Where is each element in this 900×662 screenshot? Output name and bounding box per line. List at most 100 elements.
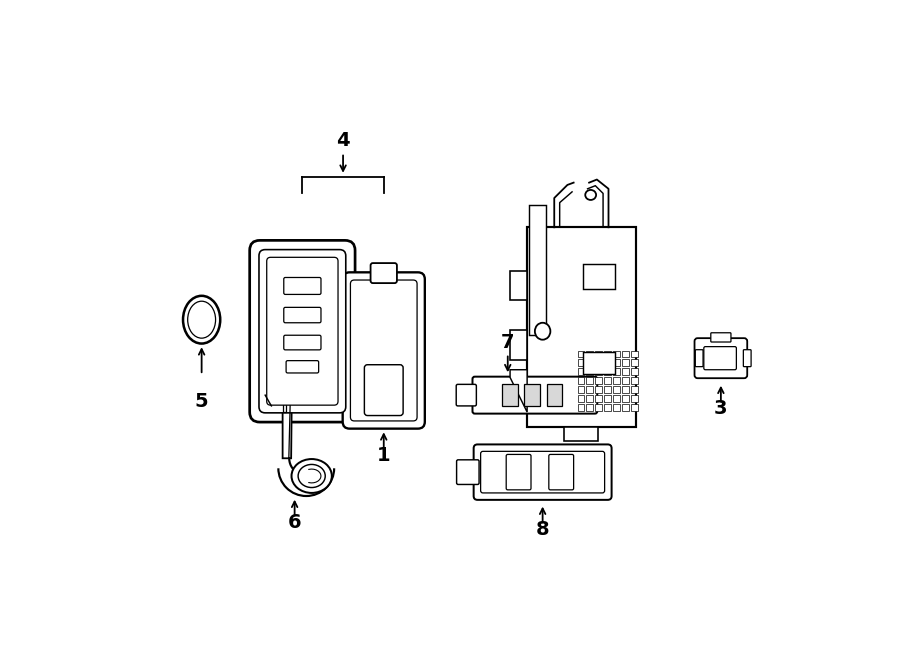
Text: 2: 2	[574, 466, 589, 485]
FancyBboxPatch shape	[587, 350, 593, 357]
FancyBboxPatch shape	[456, 385, 476, 406]
FancyBboxPatch shape	[510, 271, 527, 301]
FancyBboxPatch shape	[583, 264, 616, 289]
FancyBboxPatch shape	[595, 350, 602, 357]
FancyBboxPatch shape	[631, 377, 638, 384]
FancyBboxPatch shape	[587, 368, 593, 375]
FancyBboxPatch shape	[528, 205, 545, 335]
FancyBboxPatch shape	[613, 395, 620, 402]
Text: 3: 3	[714, 399, 727, 418]
FancyBboxPatch shape	[622, 377, 629, 384]
FancyBboxPatch shape	[595, 359, 602, 366]
Polygon shape	[510, 370, 527, 412]
FancyBboxPatch shape	[510, 330, 527, 359]
Bar	[283, 393, 285, 399]
FancyBboxPatch shape	[604, 368, 611, 375]
FancyBboxPatch shape	[604, 377, 611, 384]
FancyBboxPatch shape	[364, 365, 403, 416]
FancyBboxPatch shape	[613, 368, 620, 375]
FancyBboxPatch shape	[587, 386, 593, 393]
FancyBboxPatch shape	[587, 404, 593, 410]
Bar	[546, 385, 562, 406]
FancyBboxPatch shape	[613, 377, 620, 384]
FancyBboxPatch shape	[506, 454, 531, 490]
FancyBboxPatch shape	[631, 404, 638, 410]
FancyBboxPatch shape	[578, 377, 584, 384]
FancyBboxPatch shape	[711, 333, 731, 342]
Bar	[502, 385, 518, 406]
Text: 6: 6	[288, 512, 302, 532]
FancyBboxPatch shape	[284, 335, 321, 350]
FancyBboxPatch shape	[704, 347, 736, 370]
Ellipse shape	[535, 323, 551, 340]
FancyBboxPatch shape	[604, 386, 611, 393]
Ellipse shape	[585, 190, 596, 200]
FancyBboxPatch shape	[249, 240, 356, 422]
FancyBboxPatch shape	[622, 350, 629, 357]
Ellipse shape	[292, 459, 332, 493]
FancyBboxPatch shape	[595, 395, 602, 402]
FancyBboxPatch shape	[696, 350, 703, 367]
FancyBboxPatch shape	[350, 280, 417, 421]
FancyBboxPatch shape	[266, 258, 338, 405]
FancyBboxPatch shape	[631, 359, 638, 366]
FancyBboxPatch shape	[631, 386, 638, 393]
FancyBboxPatch shape	[583, 352, 616, 373]
FancyBboxPatch shape	[613, 359, 620, 366]
FancyBboxPatch shape	[587, 395, 593, 402]
FancyBboxPatch shape	[578, 368, 584, 375]
Text: 5: 5	[194, 392, 209, 411]
Text: 4: 4	[337, 131, 350, 150]
FancyBboxPatch shape	[549, 454, 573, 490]
FancyBboxPatch shape	[286, 361, 319, 373]
FancyBboxPatch shape	[595, 368, 602, 375]
FancyBboxPatch shape	[622, 359, 629, 366]
FancyBboxPatch shape	[743, 350, 752, 367]
FancyBboxPatch shape	[604, 359, 611, 366]
FancyBboxPatch shape	[578, 350, 584, 357]
FancyBboxPatch shape	[622, 368, 629, 375]
Ellipse shape	[298, 465, 325, 487]
FancyBboxPatch shape	[343, 272, 425, 428]
FancyBboxPatch shape	[259, 250, 346, 413]
FancyBboxPatch shape	[595, 386, 602, 393]
FancyBboxPatch shape	[631, 368, 638, 375]
FancyBboxPatch shape	[472, 377, 598, 414]
FancyBboxPatch shape	[284, 307, 321, 323]
FancyBboxPatch shape	[473, 444, 612, 500]
FancyBboxPatch shape	[284, 277, 321, 295]
Bar	[283, 403, 285, 412]
FancyBboxPatch shape	[695, 338, 747, 378]
Bar	[524, 385, 539, 406]
FancyBboxPatch shape	[527, 227, 635, 428]
FancyBboxPatch shape	[578, 404, 584, 410]
FancyBboxPatch shape	[578, 386, 584, 393]
FancyBboxPatch shape	[604, 350, 611, 357]
FancyBboxPatch shape	[481, 451, 605, 493]
FancyBboxPatch shape	[613, 386, 620, 393]
FancyBboxPatch shape	[578, 359, 584, 366]
FancyBboxPatch shape	[604, 395, 611, 402]
Text: 8: 8	[536, 520, 549, 540]
FancyBboxPatch shape	[564, 428, 598, 442]
Ellipse shape	[183, 296, 220, 344]
Polygon shape	[283, 339, 298, 458]
Ellipse shape	[188, 301, 216, 338]
FancyBboxPatch shape	[604, 404, 611, 410]
FancyBboxPatch shape	[587, 359, 593, 366]
FancyBboxPatch shape	[595, 377, 602, 384]
FancyBboxPatch shape	[578, 395, 584, 402]
FancyBboxPatch shape	[595, 404, 602, 410]
FancyBboxPatch shape	[456, 460, 479, 485]
FancyBboxPatch shape	[587, 377, 593, 384]
FancyBboxPatch shape	[631, 350, 638, 357]
FancyBboxPatch shape	[631, 395, 638, 402]
FancyBboxPatch shape	[622, 404, 629, 410]
Text: 7: 7	[501, 332, 515, 352]
FancyBboxPatch shape	[613, 350, 620, 357]
FancyBboxPatch shape	[622, 386, 629, 393]
FancyBboxPatch shape	[371, 263, 397, 283]
Text: 1: 1	[377, 446, 391, 465]
FancyBboxPatch shape	[613, 404, 620, 410]
FancyBboxPatch shape	[622, 395, 629, 402]
